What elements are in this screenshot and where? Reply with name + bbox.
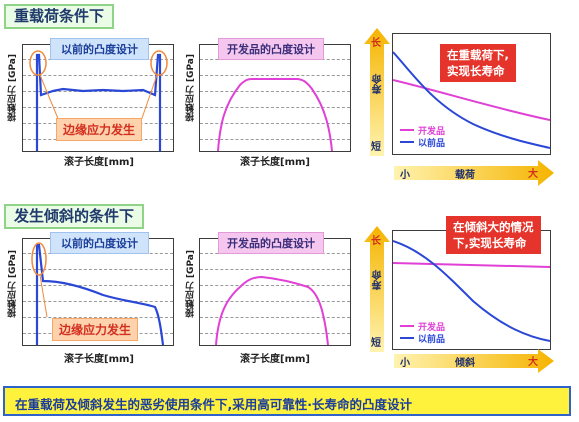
x-axis-label-left-2: 滚子长度[mm] bbox=[64, 354, 134, 365]
conventional-design-header-2: 以前的凸度设计 bbox=[50, 232, 149, 254]
conventional-design-header-1: 以前的凸度设计 bbox=[50, 38, 149, 60]
x-axis-label-left-1: 滚子长度[mm] bbox=[64, 157, 134, 168]
summary-banner-text: 在重载荷及倾斜发生的恶劣使用条件下,采用高可靠性·长寿命的凸度设计 bbox=[15, 397, 412, 412]
edge-stress-label-2: 边缘应力发生 bbox=[52, 318, 139, 341]
inclination-label: 倾斜 bbox=[455, 358, 475, 369]
conventional-stress-curve-2 bbox=[31, 242, 165, 345]
y-axis-label-left-1: 接触应力 [GPa] bbox=[8, 54, 18, 122]
legend-1: 开发品 以前品 bbox=[400, 124, 446, 149]
legend-conventional-2: 以前品 bbox=[418, 334, 446, 345]
legend-2: 开发品 以前品 bbox=[400, 320, 446, 345]
inclination-small-label: 小 bbox=[400, 358, 410, 369]
section-title-inclination: 发生倾斜的条件下 bbox=[4, 204, 145, 229]
life-axis-arrow-1 bbox=[364, 28, 390, 156]
section-title-heavy-load: 重载荷条件下 bbox=[4, 4, 115, 29]
inclination-axis-arrow bbox=[394, 349, 554, 373]
life-axis-arrow-2 bbox=[364, 226, 390, 352]
load-small-label: 小 bbox=[400, 170, 410, 181]
callout-heavy-load: 在重载荷下, 实现长寿命 bbox=[440, 44, 516, 82]
developed-stress-curve-1 bbox=[217, 78, 333, 151]
legend-developed-1: 开发品 bbox=[418, 126, 446, 137]
conventional-stress-curve-1 bbox=[29, 50, 168, 151]
life-short-label-1: 短 bbox=[371, 142, 381, 153]
x-axis-label-middle-2: 滚子长度[mm] bbox=[240, 354, 310, 365]
x-axis-label-middle-1: 滚子长度[mm] bbox=[240, 157, 310, 168]
inclination-large-label: 大 bbox=[528, 357, 538, 368]
life-long-label-2: 长 bbox=[371, 236, 381, 247]
life-vs-inclination-chart bbox=[393, 240, 550, 342]
legend-conventional-1: 以前品 bbox=[418, 138, 446, 149]
life-short-label-2: 短 bbox=[371, 338, 381, 349]
developed-stress-curve-2 bbox=[215, 275, 329, 345]
edge-stress-label-1: 边缘应力发生 bbox=[56, 118, 143, 141]
callout-inclination: 在倾斜大的情况 下,实现长寿命 bbox=[446, 216, 541, 254]
life-long-label-1: 长 bbox=[371, 38, 381, 49]
developed-stress-panel-1 bbox=[199, 44, 351, 152]
life-label-1: 寿命 bbox=[373, 74, 384, 94]
y-axis-label-middle-1: 接触应力 [GPa] bbox=[186, 54, 196, 122]
summary-banner: 在重载荷及倾斜发生的恶劣使用条件下,采用高可靠性·长寿命的凸度设计 bbox=[3, 386, 571, 416]
developed-design-header-2: 开发品的凸度设计 bbox=[218, 232, 324, 254]
load-label: 载荷 bbox=[455, 170, 475, 181]
life-vs-load-chart bbox=[393, 51, 550, 149]
legend-developed-2: 开发品 bbox=[418, 322, 446, 333]
life-label-2: 寿命 bbox=[373, 270, 384, 290]
y-axis-label-left-2: 接触应力 [GPa] bbox=[8, 250, 18, 318]
developed-design-header-1: 开发品的凸度设计 bbox=[218, 38, 324, 60]
load-axis-arrow bbox=[394, 160, 554, 186]
load-large-label: 大 bbox=[528, 169, 538, 180]
developed-stress-panel-2 bbox=[199, 238, 351, 346]
y-axis-label-middle-2: 接触应力 [GPa] bbox=[186, 250, 196, 318]
